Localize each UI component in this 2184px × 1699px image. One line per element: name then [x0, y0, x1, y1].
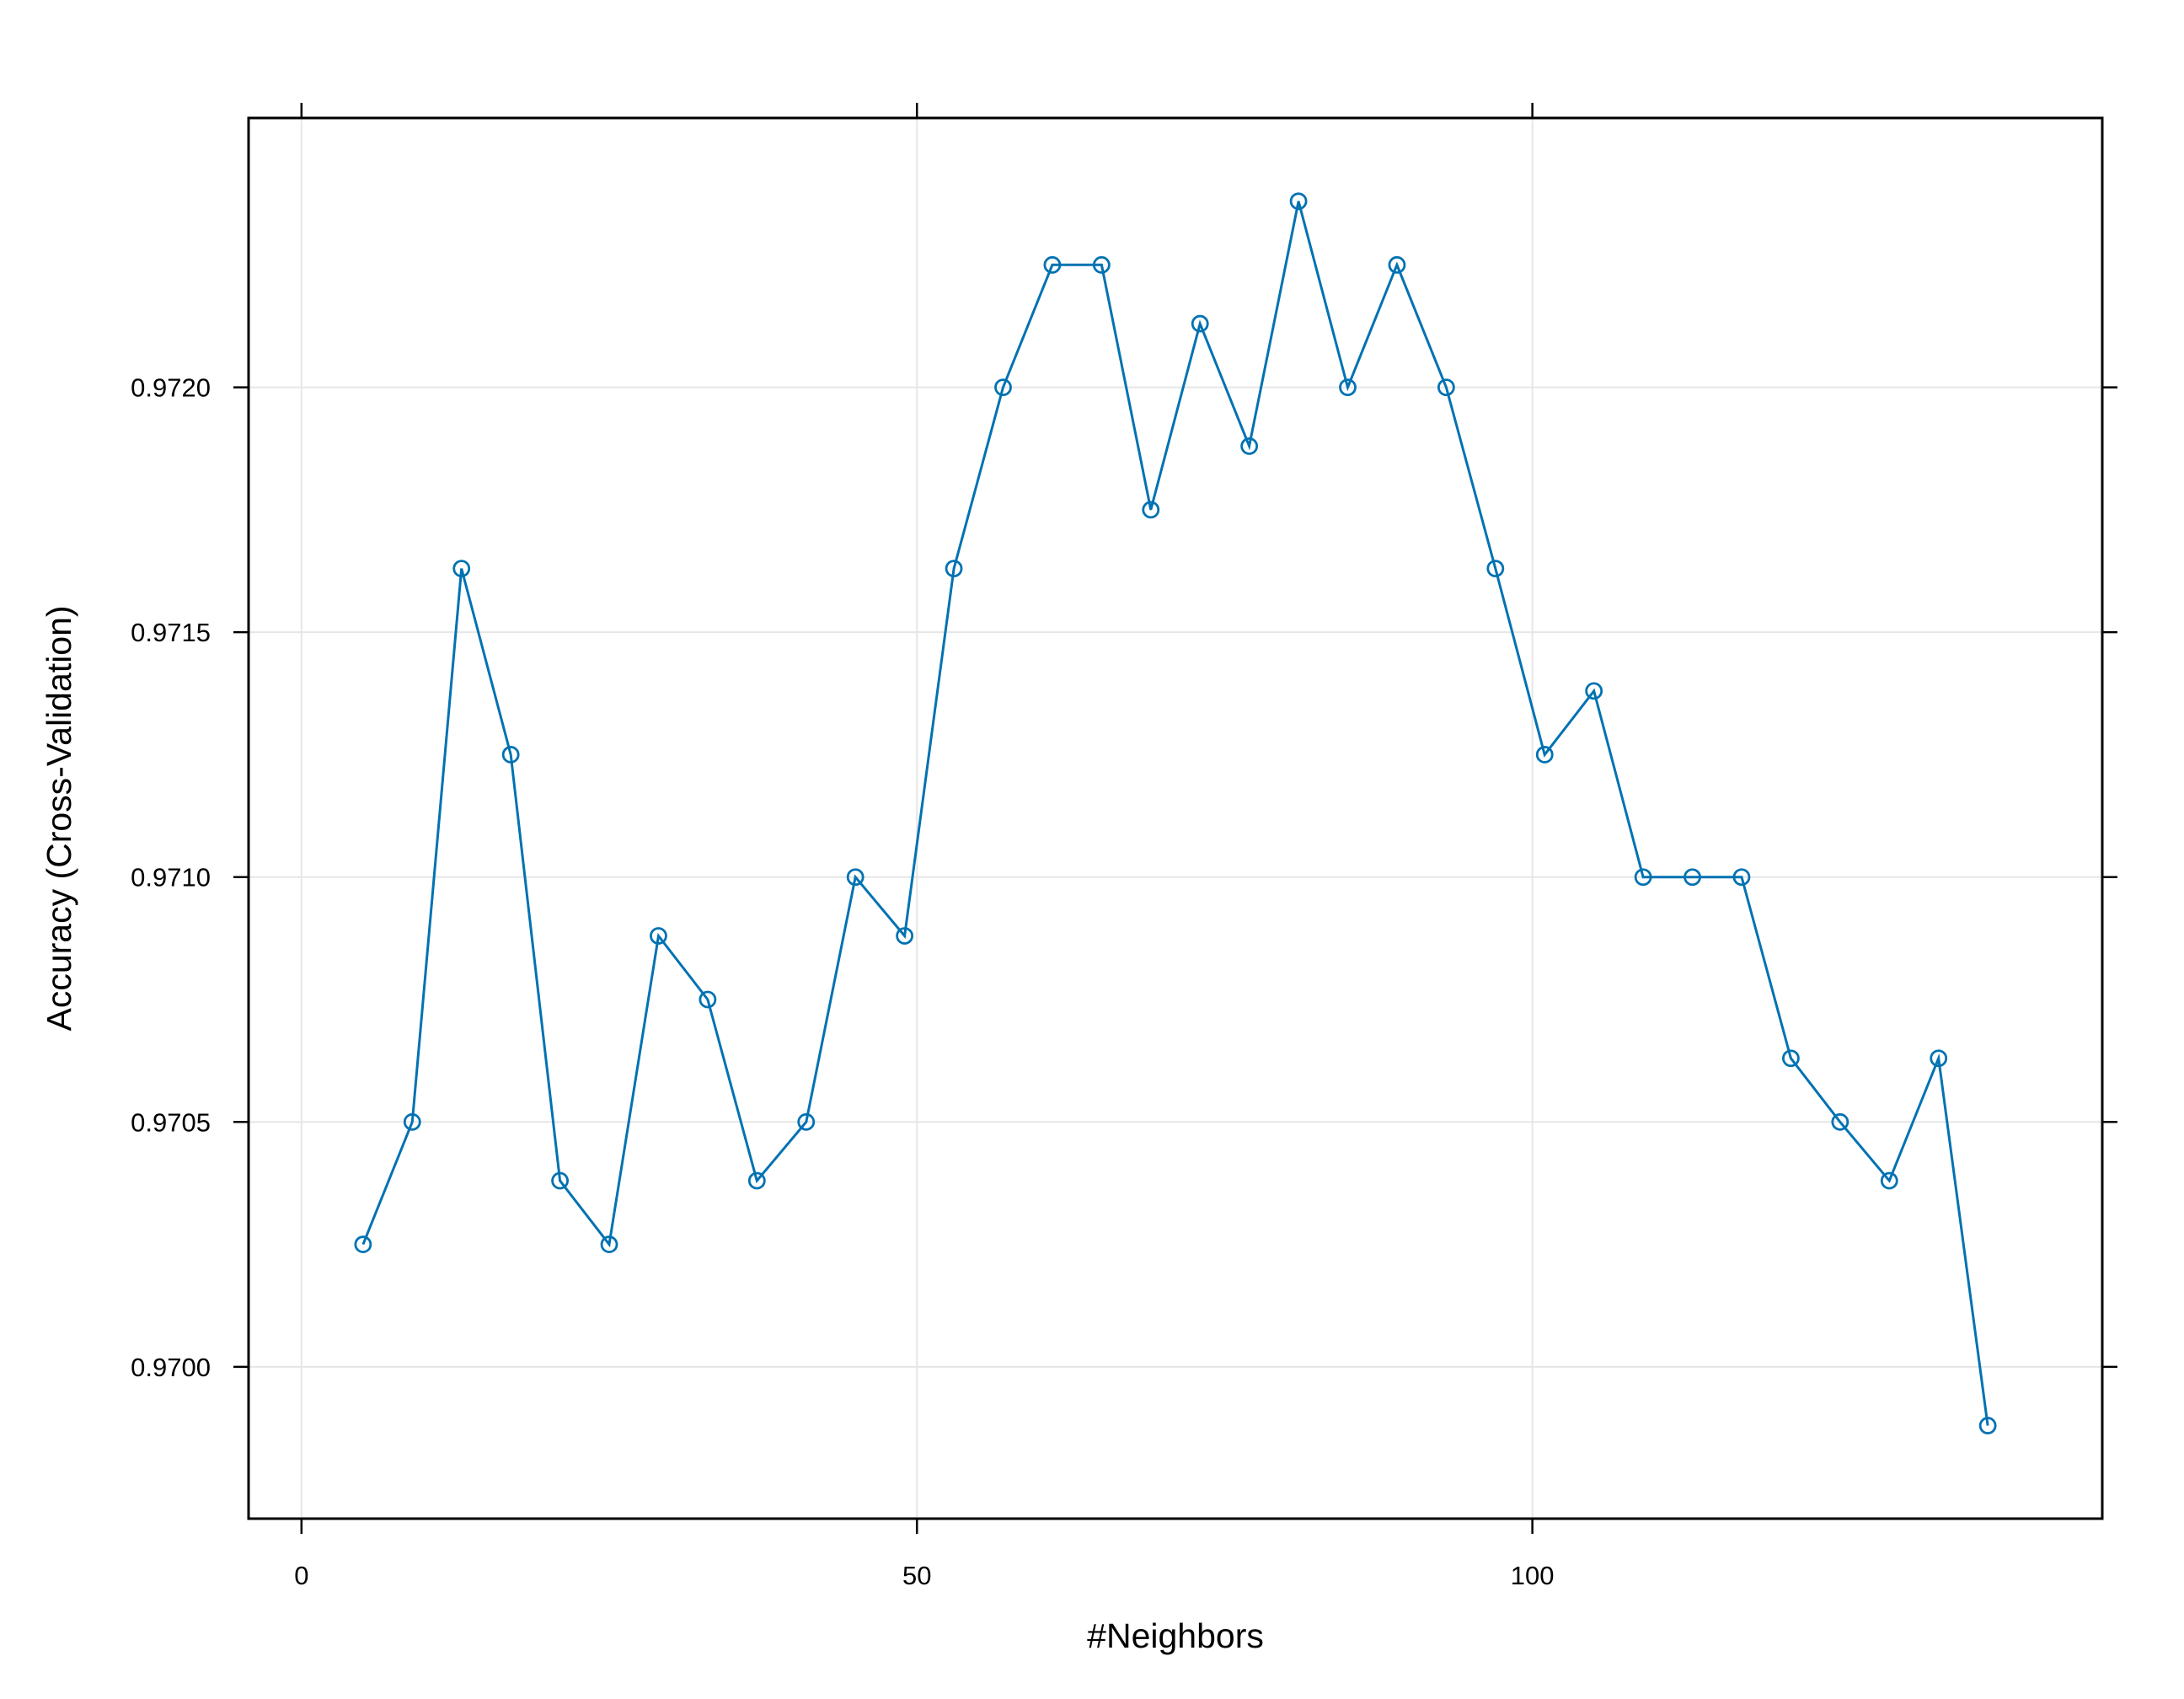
data-point: [1782, 1049, 1800, 1068]
data-point: [1339, 378, 1357, 397]
data-point: [403, 1112, 421, 1131]
data-point: [1634, 868, 1652, 887]
data-point: [1585, 682, 1603, 700]
data-point: [1191, 314, 1209, 333]
data-point: [1684, 868, 1701, 887]
data-point: [1388, 255, 1406, 274]
data-point: [1978, 1417, 1997, 1434]
x-axis-label: #Neighbors: [1087, 1616, 1264, 1655]
data-point: [1880, 1171, 1898, 1190]
data-point: [797, 1112, 816, 1131]
series-line: [361, 201, 1989, 1426]
data-point: [1437, 378, 1455, 397]
plot-frame: [247, 116, 2104, 1520]
data-point: [1831, 1112, 1849, 1131]
data-point: [699, 990, 717, 1009]
series-layer: [354, 192, 1997, 1434]
data-point: [452, 560, 471, 578]
y-tick-label: 0.9705: [131, 1107, 211, 1137]
data-point: [1535, 746, 1554, 764]
data-point: [1092, 255, 1111, 274]
x-tick-label: 50: [902, 1561, 931, 1590]
data-point: [1043, 255, 1062, 274]
data-point: [846, 868, 864, 887]
y-tick-label: 0.9710: [131, 863, 211, 892]
data-point: [1142, 501, 1160, 519]
data-point: [945, 560, 963, 578]
y-tick-label: 0.9720: [131, 373, 211, 403]
y-tick-label: 0.9700: [131, 1353, 211, 1382]
data-point: [551, 1171, 569, 1190]
data-point: [650, 927, 667, 945]
data-point: [600, 1235, 618, 1253]
data-point: [501, 746, 520, 764]
x-tick-label: 100: [1511, 1561, 1555, 1590]
data-point: [1240, 437, 1259, 455]
y-tick-label: 0.9715: [131, 618, 211, 647]
y-axis-label: Accuracy (Cross-Validation): [40, 605, 78, 1031]
data-point: [994, 378, 1012, 397]
data-point: [354, 1235, 372, 1253]
x-tick-label: 0: [294, 1561, 308, 1590]
data-point: [1486, 560, 1505, 578]
data-point: [1732, 868, 1751, 887]
axis-ticks: 0 50 100 0.9700 0.9705 0.9710 0.9715 0.9720: [131, 103, 2117, 1590]
data-point: [896, 927, 914, 945]
data-point: [1289, 192, 1308, 211]
data-point: [1930, 1049, 1948, 1068]
grid-lines: [249, 118, 2102, 1519]
data-point: [747, 1171, 766, 1190]
